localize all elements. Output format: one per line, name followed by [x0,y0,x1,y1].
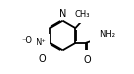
Text: N⁺: N⁺ [35,38,46,47]
Text: O: O [83,55,91,65]
Text: NH: NH [95,30,107,39]
Text: NH₂: NH₂ [99,30,115,39]
Text: CH₃: CH₃ [74,10,90,19]
Text: ⁻O: ⁻O [22,36,33,45]
Text: N: N [59,9,66,19]
Text: O: O [38,54,46,64]
